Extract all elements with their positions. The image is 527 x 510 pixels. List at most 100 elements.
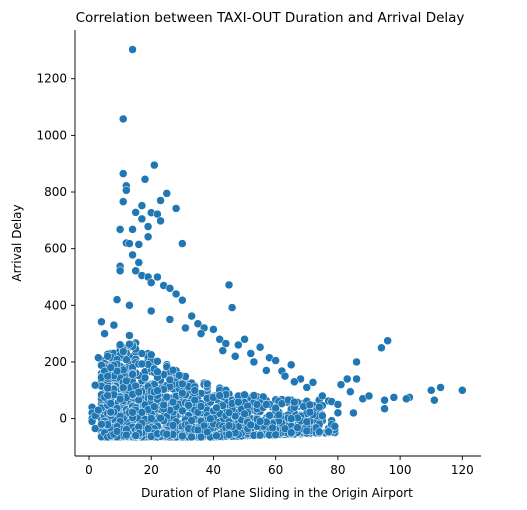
scatter-point bbox=[178, 379, 187, 389]
scatter-point bbox=[115, 266, 125, 276]
scatter-point bbox=[125, 331, 134, 340]
scatter-point bbox=[458, 386, 467, 395]
scatter-point bbox=[140, 373, 150, 383]
scatter-point bbox=[137, 201, 147, 210]
scatter-point bbox=[128, 45, 137, 54]
scatter-point bbox=[380, 404, 389, 413]
scatter-point bbox=[178, 239, 187, 248]
scatter-point bbox=[286, 360, 296, 370]
scatter-point bbox=[286, 428, 296, 437]
scatter-point bbox=[187, 432, 196, 442]
scatter-point bbox=[280, 371, 290, 381]
scatter-point bbox=[426, 386, 436, 395]
scatter-point bbox=[212, 431, 221, 440]
x-tick-label: 40 bbox=[206, 463, 221, 477]
scatter-point bbox=[171, 289, 181, 299]
scatter-point bbox=[187, 416, 196, 425]
scatter-point bbox=[106, 407, 116, 417]
scatter-point bbox=[234, 397, 243, 407]
scatter-point bbox=[97, 420, 106, 429]
scatter-point bbox=[336, 380, 346, 389]
scatter-point bbox=[122, 430, 131, 440]
scatter-point bbox=[128, 370, 137, 379]
x-ticks: 0 20 40 60 80 100 120 bbox=[85, 456, 474, 477]
scatter-point bbox=[103, 383, 112, 393]
scatter-point bbox=[153, 357, 162, 366]
scatter-point bbox=[246, 349, 256, 358]
scatter-point bbox=[118, 197, 128, 206]
scatter-point bbox=[146, 306, 156, 316]
scatter-point bbox=[314, 402, 324, 412]
scatter-point bbox=[234, 340, 243, 350]
scatter-point bbox=[364, 391, 374, 401]
y-tick-label: 0 bbox=[59, 412, 67, 426]
scatter-point bbox=[333, 400, 343, 409]
y-tick-label: 200 bbox=[44, 355, 67, 369]
scatter-point bbox=[168, 421, 178, 430]
scatter-point bbox=[286, 414, 296, 423]
scatter-point bbox=[146, 350, 156, 359]
scatter-point bbox=[150, 160, 159, 170]
scatter-point bbox=[162, 189, 172, 198]
scatter-point bbox=[165, 284, 175, 293]
scatter-point bbox=[187, 311, 196, 321]
scatter-point bbox=[209, 325, 218, 334]
scatter-point bbox=[346, 387, 355, 396]
scatter-point bbox=[137, 214, 147, 224]
scatter-point bbox=[137, 349, 147, 358]
scatter-point bbox=[184, 401, 193, 410]
chart-title: Correlation between TAXI-OUT Duration an… bbox=[76, 10, 465, 26]
x-tick-label: 80 bbox=[330, 463, 345, 477]
x-axis-label: Duration of Plane Sliding in the Origin … bbox=[141, 486, 413, 500]
scatter-point bbox=[246, 420, 256, 430]
points-layer bbox=[87, 45, 467, 442]
scatter-point bbox=[224, 280, 234, 290]
scatter-point bbox=[240, 409, 249, 419]
scatter-point bbox=[156, 196, 165, 205]
scatter-point bbox=[112, 427, 122, 436]
scatter-point bbox=[271, 356, 280, 365]
scatter-point bbox=[143, 222, 153, 231]
scatter-point bbox=[137, 408, 147, 417]
scatter-point bbox=[314, 427, 324, 436]
scatter-point bbox=[115, 394, 125, 404]
scatter-point bbox=[90, 380, 100, 390]
y-tick-label: 800 bbox=[44, 185, 67, 199]
scatter-point bbox=[302, 383, 312, 392]
scatter-point bbox=[156, 216, 165, 226]
scatter-point bbox=[153, 367, 162, 377]
scatter-point bbox=[106, 363, 116, 372]
scatter-point bbox=[143, 424, 153, 433]
y-tick-label: 1000 bbox=[36, 128, 67, 142]
scatter-point bbox=[134, 240, 144, 249]
scatter-point bbox=[165, 315, 175, 324]
scatter-point bbox=[330, 422, 340, 431]
scatter-point bbox=[342, 374, 352, 384]
scatter-point bbox=[153, 272, 162, 282]
scatter-point bbox=[109, 320, 119, 330]
scatter-point bbox=[122, 186, 131, 195]
scatter-point bbox=[240, 390, 249, 400]
y-ticks: 0 200 400 600 800 1000 1200 bbox=[36, 72, 75, 426]
scatter-point bbox=[115, 340, 125, 350]
scatter-point bbox=[122, 355, 131, 364]
scatter-point bbox=[125, 339, 134, 349]
scatter-point bbox=[162, 429, 172, 439]
scatter-point bbox=[352, 374, 361, 384]
scatter-point bbox=[143, 232, 153, 242]
scatter-point bbox=[352, 357, 361, 367]
scatter-point bbox=[221, 339, 231, 348]
scatter-point bbox=[215, 335, 224, 344]
scatter-point bbox=[181, 323, 190, 333]
scatter-point bbox=[293, 423, 302, 432]
scatter-point bbox=[156, 413, 165, 423]
scatter-point bbox=[202, 427, 212, 437]
scatter-point bbox=[212, 403, 221, 413]
scatter-point bbox=[118, 114, 128, 124]
scatter-point bbox=[196, 329, 206, 338]
scatter-point bbox=[252, 400, 262, 409]
scatter-point bbox=[302, 426, 312, 436]
x-tick-label: 0 bbox=[85, 463, 93, 477]
scatter-point bbox=[262, 400, 271, 409]
scatter-point bbox=[165, 375, 175, 385]
